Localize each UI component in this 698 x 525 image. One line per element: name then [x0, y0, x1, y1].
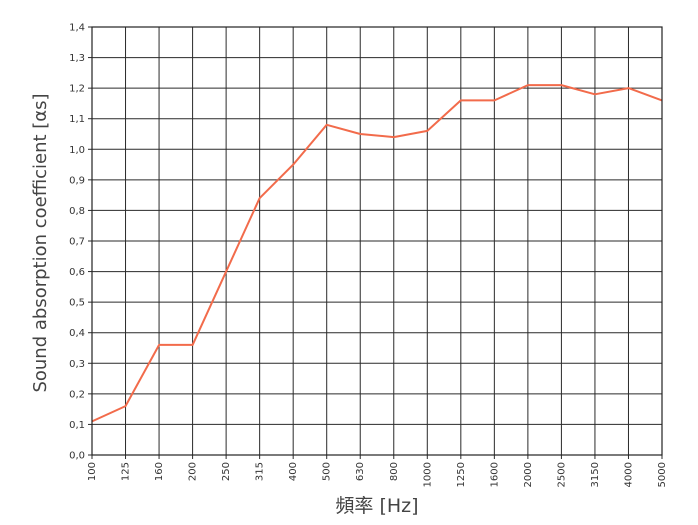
- x-tick-label: 2500: [556, 462, 567, 487]
- y-tick-label: 0,2: [69, 389, 85, 400]
- y-tick-label: 0,5: [69, 298, 85, 309]
- y-tick-label: 1,1: [69, 114, 85, 125]
- grid: [91, 26, 663, 456]
- y-tick-label: 0,9: [69, 175, 85, 186]
- x-tick-label: 250: [221, 462, 232, 481]
- y-axis-ticks: 0,0 0,1 0,2 0,3 0,4 0,5 0,6 0,7 0,8 0,9 1,0 1,1 1,2 1…: [69, 23, 92, 462]
- y-axis-title: Sound absorption coefficient [αs]: [30, 93, 51, 392]
- x-tick-label: 1250: [456, 462, 467, 487]
- x-tick-label: 400: [288, 462, 299, 481]
- x-tick-label: 125: [121, 462, 132, 481]
- y-tick-label: 1,3: [69, 53, 85, 64]
- series-layer: [91, 84, 663, 423]
- plot-frame: [91, 26, 663, 456]
- x-axis-title: 頻率 [Hz]: [335, 495, 418, 517]
- x-tick-label: 500: [322, 462, 333, 481]
- x-tick-label: 160: [154, 462, 165, 481]
- x-axis-ticks: 100 125 160 200 250 315 400 500 630 800 1000 1250 16…: [87, 455, 668, 487]
- x-tick-label: 315: [255, 462, 266, 481]
- x-tick-label: 3150: [590, 462, 601, 487]
- y-tick-label: 0,8: [69, 206, 85, 217]
- y-tick-label: 0,7: [69, 237, 85, 248]
- y-tick-label: 0,1: [69, 420, 85, 431]
- x-tick-label: 4000: [623, 462, 634, 487]
- y-tick-label: 1,4: [69, 23, 85, 34]
- y-tick-label: 0,6: [69, 267, 85, 278]
- x-tick-label: 800: [389, 462, 400, 481]
- y-tick-label: 0,4: [69, 328, 85, 339]
- x-tick-label: 100: [87, 462, 98, 481]
- x-tick-label: 630: [355, 462, 366, 481]
- y-tick-label: 1,2: [69, 84, 85, 95]
- y-tick-label: 1,0: [69, 145, 85, 156]
- series-line: [91, 84, 663, 423]
- y-tick-label: 0,3: [69, 359, 85, 370]
- x-tick-label: 1600: [489, 462, 500, 487]
- y-tick-label: 0,0: [69, 451, 85, 462]
- x-tick-label: 5000: [657, 462, 668, 487]
- x-tick-label: 200: [188, 462, 199, 481]
- x-tick-label: 2000: [523, 462, 534, 487]
- x-tick-label: 1000: [422, 462, 433, 487]
